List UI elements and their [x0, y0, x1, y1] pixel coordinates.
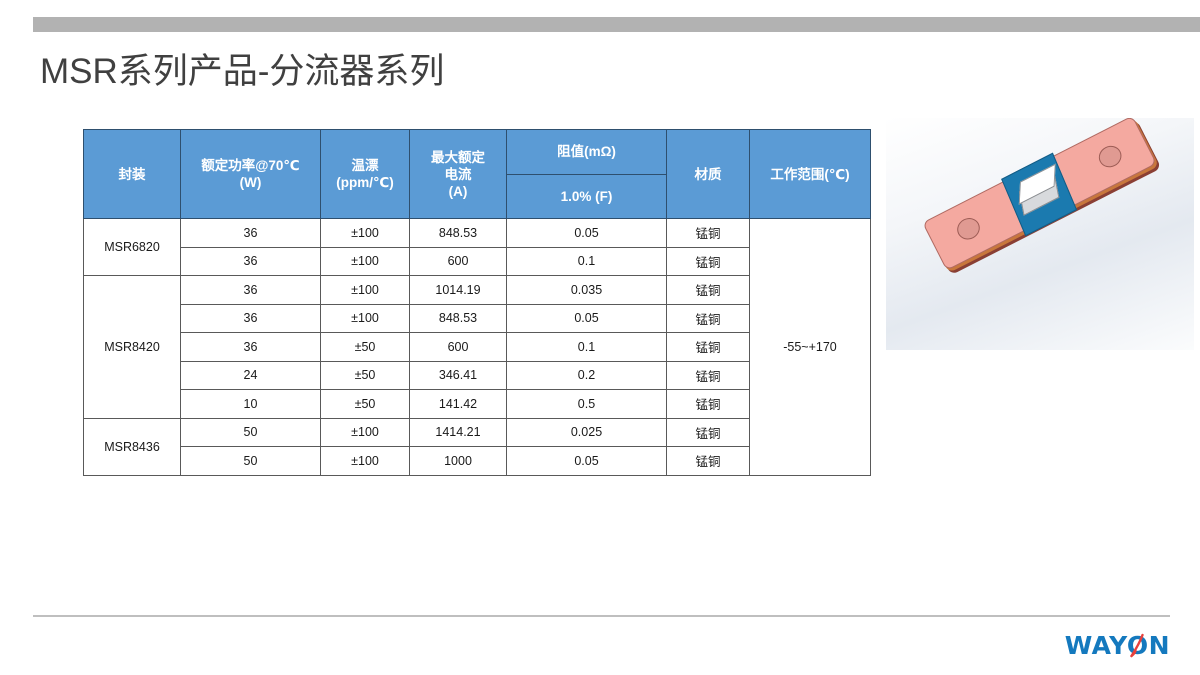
- cell-power: 50: [180, 417, 321, 447]
- top-decorative-bar: [33, 17, 1200, 32]
- header-operating-range: 工作范围(℃): [749, 129, 871, 219]
- cell-tcr: ±100: [320, 275, 410, 305]
- table-header-row-1: 封装 额定功率@70℃ (W) 温漂 (ppm/℃) 最大额定 电流 (A) 阻…: [83, 129, 871, 219]
- cell-material: 锰铜: [666, 360, 750, 390]
- cell-power: 36: [180, 303, 321, 333]
- shunt-resistor-graphic: [922, 118, 1162, 276]
- table-row: MSR8420 36 ±100 1014.19 0.035 锰铜: [83, 275, 871, 419]
- cell-current: 141.42: [409, 389, 507, 419]
- cell-material: 锰铜: [666, 303, 750, 333]
- header-rated-power-line1: 额定功率@70℃: [201, 158, 300, 173]
- cell-current: 600: [409, 246, 507, 276]
- cell-model: MSR6820: [83, 218, 181, 276]
- header-tcr-line2: (ppm/℃): [336, 175, 394, 190]
- cell-resistance: 0.05: [506, 446, 667, 476]
- header-material: 材质: [666, 129, 750, 219]
- table-header: 封装 额定功率@70℃ (W) 温漂 (ppm/℃) 最大额定 电流 (A) 阻…: [83, 129, 871, 219]
- header-tcr-line1: 温漂: [351, 158, 379, 173]
- cell-tcr: ±100: [320, 246, 410, 276]
- footer-divider: [33, 615, 1170, 617]
- cell-current: 1014.19: [409, 275, 507, 305]
- cell-power: 36: [180, 275, 321, 305]
- cell-resistance: 0.035: [506, 275, 667, 305]
- table-row: 50 ±100 1000 0.05 锰铜: [84, 446, 871, 476]
- specification-table: 封装 额定功率@70℃ (W) 温漂 (ppm/℃) 最大额定 电流 (A) 阻…: [83, 129, 871, 476]
- header-max-current-line3: (A): [448, 183, 468, 199]
- cell-power: 36: [180, 332, 321, 362]
- table-body: MSR6820 36 ±100 848.53 0.05 锰铜 -55~+170 …: [83, 218, 871, 476]
- header-rated-power-line2: (W): [239, 175, 262, 190]
- table-header-row-2: 1.0% (F): [84, 173, 871, 219]
- brand-logo: WAYON: [1065, 633, 1170, 659]
- cell-resistance: 0.1: [506, 246, 667, 276]
- table-row: MSR6820 36 ±100 848.53 0.05 锰铜 -55~+170: [83, 218, 871, 476]
- cell-current: 346.41: [409, 360, 507, 390]
- header-max-current-line2: 电流: [444, 166, 472, 182]
- cell-model: MSR8436: [83, 417, 181, 476]
- header-tolerance: 1.0% (F): [506, 173, 667, 219]
- cell-resistance: 0.05: [506, 218, 667, 248]
- table-row: 36 ±50 600 0.1 锰铜: [84, 332, 871, 362]
- cell-material: 锰铜: [666, 332, 750, 362]
- header-resistance: 阻值(mΩ): [506, 129, 667, 175]
- table-row: 36 ±100 600 0.1 锰铜: [84, 246, 871, 276]
- cell-tcr: ±50: [320, 332, 410, 362]
- brand-logo-text: WAYON: [1064, 631, 1170, 660]
- cell-resistance: 0.5: [506, 389, 667, 419]
- cell-material: 锰铜: [666, 246, 750, 276]
- header-tcr: 温漂 (ppm/℃): [320, 129, 410, 219]
- cell-material: 锰铜: [666, 417, 750, 447]
- page-title: MSR系列产品-分流器系列: [40, 52, 445, 91]
- cell-power: 50: [180, 446, 321, 476]
- cell-resistance: 0.05: [506, 303, 667, 333]
- cell-tcr: ±50: [320, 389, 410, 419]
- header-max-current-line1: 最大额定: [431, 149, 485, 165]
- cell-current: 848.53: [409, 303, 507, 333]
- cell-current: 1000: [409, 446, 507, 476]
- cell-material: 锰铜: [666, 389, 750, 419]
- header-package: 封装: [83, 129, 181, 219]
- header-rated-power: 额定功率@70℃ (W): [180, 129, 321, 219]
- table-row: 36 ±100 848.53 0.05 锰铜: [84, 303, 871, 333]
- cell-power: 36: [180, 246, 321, 276]
- cell-power: 10: [180, 389, 321, 419]
- product-image-shunt-resistor: [886, 118, 1194, 350]
- cell-material: 锰铜: [666, 446, 750, 476]
- cell-power: 24: [180, 360, 321, 390]
- cell-resistance: 0.025: [506, 417, 667, 447]
- cell-current: 848.53: [409, 218, 507, 248]
- cell-power: 36: [180, 218, 321, 248]
- cell-resistance: 0.2: [506, 360, 667, 390]
- cell-tcr: ±100: [320, 417, 410, 447]
- cell-material: 锰铜: [666, 275, 750, 305]
- cell-current: 600: [409, 332, 507, 362]
- cell-tcr: ±50: [320, 360, 410, 390]
- header-max-current: 最大额定 电流 (A): [409, 129, 507, 219]
- cell-tcr: ±100: [320, 303, 410, 333]
- cell-model: MSR8420: [83, 275, 181, 419]
- cell-resistance: 0.1: [506, 332, 667, 362]
- cell-operating-range: -55~+170: [749, 218, 871, 476]
- cell-tcr: ±100: [320, 446, 410, 476]
- table-row: MSR8436 50 ±100 1414.21 0.025 锰铜: [83, 417, 871, 476]
- cell-tcr: ±100: [320, 218, 410, 248]
- cell-current: 1414.21: [409, 417, 507, 447]
- cell-material: 锰铜: [666, 218, 750, 248]
